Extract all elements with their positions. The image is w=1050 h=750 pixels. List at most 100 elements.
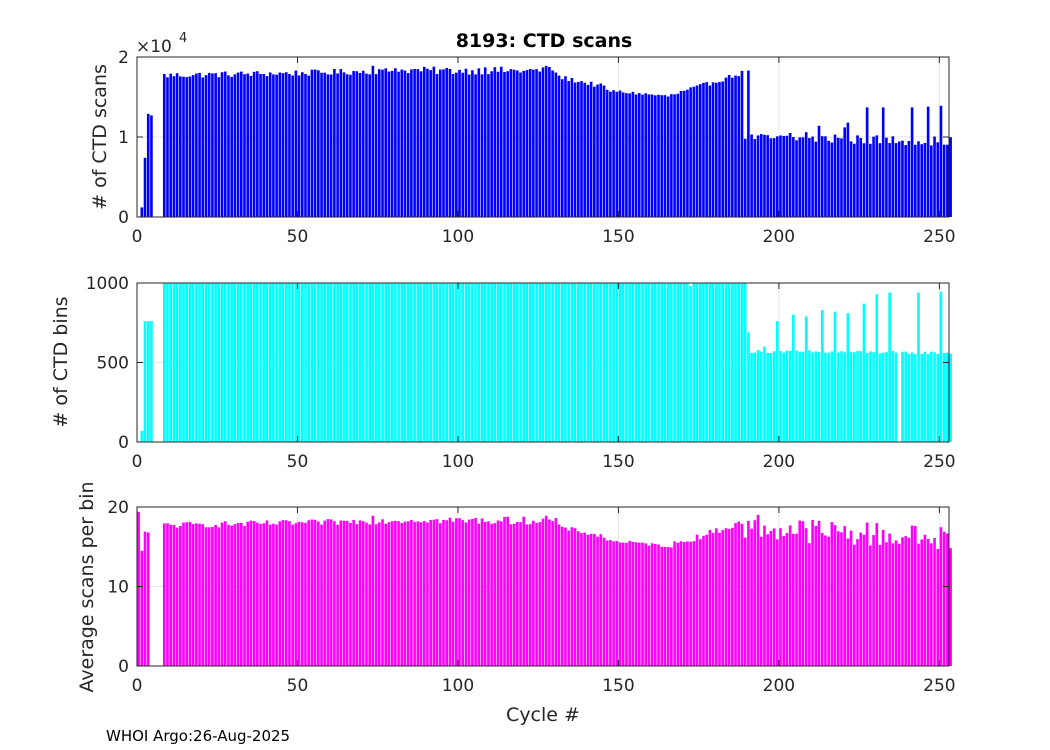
x-tick-label: 200 xyxy=(763,227,795,247)
bar xyxy=(499,283,503,442)
bar xyxy=(618,90,622,217)
bar xyxy=(702,283,705,442)
bar xyxy=(284,72,288,217)
bar xyxy=(416,283,420,442)
bar xyxy=(554,72,558,218)
bar xyxy=(946,533,949,666)
bar xyxy=(657,94,660,217)
bar xyxy=(759,134,763,217)
bar xyxy=(166,77,169,217)
y-axis-label: # of CTD bins xyxy=(50,296,72,427)
bar xyxy=(426,68,429,217)
bar xyxy=(297,75,301,217)
bar xyxy=(580,533,583,666)
bar xyxy=(172,283,176,442)
bar xyxy=(230,283,233,442)
bar xyxy=(660,546,664,666)
bar xyxy=(843,526,846,666)
bar xyxy=(493,283,497,442)
bar xyxy=(891,350,895,442)
bar xyxy=(265,283,269,442)
bar xyxy=(715,283,718,442)
bar xyxy=(686,89,689,217)
bar xyxy=(387,71,391,217)
bar xyxy=(336,73,339,218)
bar xyxy=(442,69,445,218)
bar xyxy=(602,85,606,218)
bar xyxy=(663,283,667,442)
bar xyxy=(538,522,542,666)
bar xyxy=(275,283,278,442)
bar xyxy=(243,283,246,442)
bar xyxy=(872,352,875,442)
bar xyxy=(933,352,936,442)
bar xyxy=(657,544,660,666)
bar xyxy=(358,520,362,666)
bar xyxy=(599,534,603,666)
bar xyxy=(836,352,840,442)
bar xyxy=(345,74,349,217)
bar xyxy=(230,525,233,666)
bar xyxy=(381,69,384,217)
bar xyxy=(300,283,304,442)
bar xyxy=(477,523,481,666)
bar xyxy=(705,82,708,218)
bar xyxy=(487,521,490,666)
bar xyxy=(541,518,545,666)
bar xyxy=(214,283,217,442)
x-tick-label: 150 xyxy=(602,227,634,247)
bar xyxy=(885,352,888,442)
bar xyxy=(724,283,728,442)
bar xyxy=(775,136,779,217)
bar xyxy=(923,351,927,442)
bar xyxy=(621,283,625,442)
bar xyxy=(390,521,394,666)
bar xyxy=(759,536,763,666)
bar xyxy=(734,283,737,442)
bar xyxy=(220,522,224,666)
bar xyxy=(172,524,176,666)
bar xyxy=(246,73,250,217)
bar xyxy=(708,283,712,442)
bar xyxy=(326,283,330,442)
bar xyxy=(618,283,622,442)
bar xyxy=(875,294,879,442)
bar xyxy=(429,283,432,442)
bar xyxy=(304,522,307,666)
bar xyxy=(573,82,577,218)
bar xyxy=(695,283,699,442)
bar xyxy=(621,92,625,217)
x-tick-label: 100 xyxy=(442,452,474,472)
bar xyxy=(766,135,769,217)
bar xyxy=(516,522,519,666)
bar xyxy=(522,283,526,442)
footer-credit: WHOI Argo:26-Aug-2025 xyxy=(106,727,290,745)
bar xyxy=(795,140,798,217)
bar xyxy=(397,71,400,217)
bar xyxy=(487,283,490,442)
bar xyxy=(634,283,638,442)
bar xyxy=(413,521,416,666)
y-tick-label: 0 xyxy=(118,657,129,677)
bar xyxy=(195,283,198,442)
bar xyxy=(946,352,949,442)
bar xyxy=(676,542,680,666)
bar xyxy=(256,522,259,666)
bar xyxy=(528,69,532,218)
x-tick-label: 200 xyxy=(763,452,795,472)
bar xyxy=(528,524,532,666)
bar xyxy=(856,350,859,442)
bar xyxy=(779,350,782,442)
bar xyxy=(179,525,182,666)
bar xyxy=(564,76,567,218)
bar xyxy=(368,524,371,666)
bar xyxy=(753,139,757,217)
bar xyxy=(291,283,294,442)
bar xyxy=(901,140,904,217)
bar xyxy=(946,144,949,217)
bar xyxy=(406,283,410,442)
bar xyxy=(788,133,792,217)
bar xyxy=(413,68,416,218)
x-axis-ticks: 0 50 100 150 200 250 xyxy=(132,507,956,696)
bar xyxy=(185,77,189,217)
